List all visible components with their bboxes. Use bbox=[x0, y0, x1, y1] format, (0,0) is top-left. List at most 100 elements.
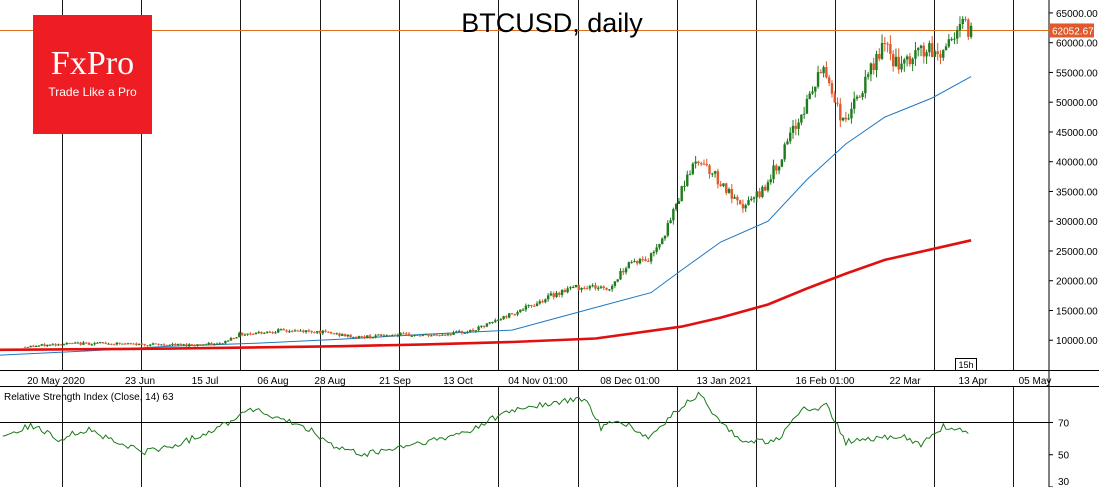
candle-body bbox=[661, 238, 664, 245]
candle-body bbox=[819, 72, 823, 74]
candle-body bbox=[886, 43, 889, 45]
candle-body bbox=[402, 333, 405, 335]
candle-body bbox=[864, 76, 867, 94]
candle-body bbox=[591, 285, 594, 287]
candle-body bbox=[841, 117, 845, 121]
candle-body bbox=[176, 343, 180, 346]
candle-body bbox=[124, 343, 127, 345]
candle-body bbox=[891, 53, 895, 67]
candle-body bbox=[126, 343, 130, 345]
candle-body bbox=[658, 244, 661, 248]
candle-body bbox=[118, 342, 121, 344]
candle-body bbox=[40, 344, 43, 346]
candle-body bbox=[207, 342, 210, 345]
candle-body bbox=[697, 161, 700, 164]
candle-body bbox=[104, 342, 107, 344]
rsi-tick-label: 30 bbox=[1058, 477, 1070, 487]
candle-body bbox=[939, 54, 942, 58]
candle-body bbox=[143, 344, 146, 346]
candle-body bbox=[930, 43, 934, 57]
candle-body bbox=[343, 334, 347, 337]
candle-body bbox=[238, 332, 241, 338]
candle-body bbox=[608, 289, 611, 291]
candle-body bbox=[599, 286, 603, 288]
candle-body bbox=[602, 286, 606, 288]
candle-body bbox=[168, 344, 171, 346]
candle-body bbox=[154, 343, 158, 345]
candle-body bbox=[215, 343, 219, 345]
candle-body bbox=[558, 292, 561, 295]
candle-body bbox=[23, 346, 27, 348]
candle-body bbox=[193, 345, 196, 347]
time-tick-label: 08 Dec 01:00 bbox=[600, 376, 660, 387]
candle-body bbox=[533, 305, 536, 307]
candle-body bbox=[580, 287, 583, 290]
candle-body bbox=[201, 344, 205, 346]
candle-body bbox=[76, 342, 80, 344]
candle-body bbox=[516, 312, 519, 315]
candle-body bbox=[688, 174, 692, 176]
candle-body bbox=[71, 343, 74, 345]
candle-body bbox=[285, 330, 288, 332]
candle-body bbox=[783, 144, 786, 160]
candle-body bbox=[466, 332, 469, 334]
candle-body bbox=[188, 344, 191, 347]
candle-body bbox=[151, 343, 155, 345]
candle-body bbox=[805, 98, 809, 114]
fxpro-logo: FxPro Trade Like a Pro bbox=[33, 15, 152, 134]
candle-body bbox=[446, 334, 450, 336]
candle-body bbox=[752, 197, 756, 199]
candle-body bbox=[452, 332, 455, 335]
candle-body bbox=[407, 333, 411, 336]
time-tick-label: 13 Apr bbox=[959, 376, 989, 387]
candle-body bbox=[307, 330, 311, 332]
time-tick-label: 13 Jan 2021 bbox=[696, 376, 751, 387]
candle-body bbox=[967, 19, 970, 37]
candle-body bbox=[549, 293, 553, 296]
candle-body bbox=[162, 344, 166, 346]
price-tick-label: 25000.00 bbox=[1056, 247, 1098, 258]
candle-body bbox=[482, 325, 486, 327]
candle-body bbox=[90, 344, 94, 346]
candle-body bbox=[377, 334, 380, 336]
candle-body bbox=[850, 108, 853, 119]
candle-body bbox=[641, 259, 644, 261]
candle-body bbox=[699, 163, 703, 165]
candle-body bbox=[747, 200, 750, 206]
candle-body bbox=[160, 344, 163, 346]
candle-body bbox=[633, 261, 636, 263]
candle-body bbox=[349, 334, 352, 338]
candle-body bbox=[235, 337, 238, 339]
candle-body bbox=[471, 329, 475, 332]
candle-body bbox=[335, 333, 338, 335]
candle-body bbox=[674, 203, 678, 210]
candle-body bbox=[780, 159, 784, 167]
candle-body bbox=[680, 186, 683, 202]
candle-body bbox=[455, 331, 458, 333]
candle-body bbox=[149, 344, 152, 346]
candle-body bbox=[911, 58, 914, 65]
candle-body bbox=[574, 285, 578, 288]
price-pane-background bbox=[0, 0, 1049, 370]
candle-body bbox=[254, 332, 258, 335]
candle-body bbox=[112, 344, 116, 346]
candle-body bbox=[313, 332, 316, 334]
candle-body bbox=[955, 30, 959, 39]
candle-body bbox=[808, 93, 811, 99]
candle-body bbox=[432, 334, 436, 336]
candle-body bbox=[583, 287, 586, 289]
candle-body bbox=[936, 51, 939, 55]
candle-body bbox=[65, 342, 68, 345]
candle-body bbox=[880, 42, 884, 59]
candle-body bbox=[521, 309, 525, 311]
candle-body bbox=[324, 330, 327, 332]
price-tick-label: 60000.00 bbox=[1056, 39, 1098, 50]
candle-body bbox=[555, 292, 558, 297]
candle-body bbox=[293, 330, 297, 332]
candle-body bbox=[588, 286, 592, 289]
candle-body bbox=[327, 331, 330, 333]
candle-body bbox=[816, 72, 820, 87]
candle-body bbox=[716, 171, 720, 185]
candle-body bbox=[961, 18, 964, 25]
